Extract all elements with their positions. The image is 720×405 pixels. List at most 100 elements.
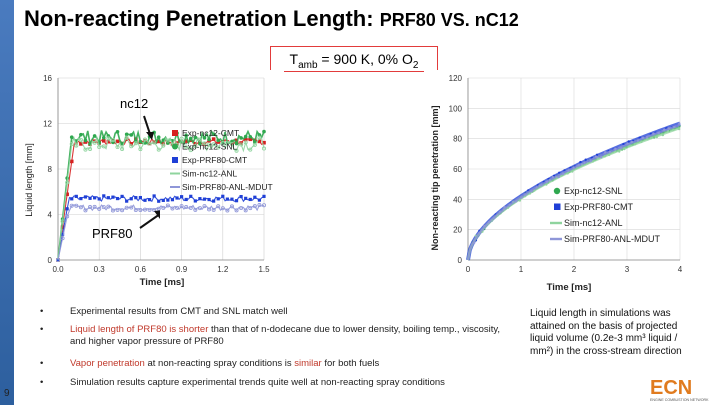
c2-point — [503, 205, 506, 209]
c1-point — [180, 195, 184, 199]
c1-point — [70, 197, 74, 201]
c1-point — [101, 205, 106, 210]
c1-legend-label: Sim-PRF80-ANL-MDUT — [182, 182, 273, 192]
c1-point — [143, 198, 147, 202]
c1-xtick-label: 1.5 — [258, 265, 270, 274]
c2-point — [649, 136, 653, 140]
c1-point — [161, 205, 166, 210]
c1-point — [124, 205, 129, 210]
c1-point — [161, 143, 166, 148]
bullet-text: Liquid length of PRF80 is shorter — [70, 324, 209, 335]
c2-xlabel: Time [ms] — [547, 282, 592, 293]
c1-point — [202, 197, 207, 201]
c1-point — [207, 197, 211, 202]
condition-subscript: amb — [298, 59, 318, 71]
c1-point — [243, 208, 248, 213]
annotation-arrows — [139, 115, 160, 229]
c2-point — [652, 132, 655, 135]
c2-ytick-label: 100 — [449, 104, 463, 113]
title-main: Non-reacting Penetration Length: — [24, 6, 380, 31]
c2-point — [540, 184, 543, 187]
c1-point — [83, 208, 88, 213]
c2-point — [672, 128, 675, 132]
c1-point — [115, 139, 120, 144]
c1-point — [257, 139, 262, 144]
bullet-dot: • — [40, 377, 44, 388]
c1-point — [261, 203, 266, 208]
condition-text: = 900 K, 0% O — [317, 51, 413, 67]
c1-point — [211, 142, 216, 147]
c1-point — [207, 207, 212, 212]
c1-point — [234, 199, 239, 203]
c1-point — [69, 141, 74, 146]
c2-point — [562, 172, 565, 176]
condition-box: Tamb = 900 K, 0% O2 — [270, 46, 438, 72]
c1-point — [207, 142, 212, 147]
c1-point — [220, 141, 225, 146]
c1-point — [193, 144, 198, 149]
c2-xtick-label: 1 — [519, 265, 524, 274]
bullet-item: • Liquid length of PRF80 is shorter than … — [40, 324, 510, 348]
c1-point — [157, 199, 161, 203]
c1-point — [189, 194, 193, 198]
c1-point — [79, 142, 83, 146]
c1-point — [101, 135, 106, 140]
c1-legend-label: Exp-nc12-SNL — [182, 142, 238, 152]
c1-point — [156, 206, 161, 211]
c1-legend-marker — [172, 130, 178, 136]
arrow-prf80-head — [154, 210, 160, 219]
c2-point — [678, 122, 681, 125]
c1-point — [74, 203, 79, 208]
c1-point — [239, 136, 243, 140]
c1-point — [211, 137, 216, 141]
c2-legend-label: Sim-nc12-ANL — [564, 218, 623, 228]
c1-point — [225, 140, 230, 145]
c1-point — [165, 138, 170, 143]
bullet-text: similar — [294, 358, 322, 369]
c2-point — [641, 136, 645, 140]
c1-xtick-label: 0.3 — [94, 265, 106, 274]
c2-xtick-label: 0 — [466, 265, 471, 274]
c1-point — [65, 214, 70, 219]
c1-point — [156, 135, 161, 140]
c1-point — [248, 137, 253, 142]
c1-ytick-label: 4 — [48, 211, 53, 220]
c1-point — [142, 137, 147, 142]
c1-point — [78, 205, 83, 210]
c1-point — [184, 133, 188, 138]
c1-point — [184, 139, 188, 143]
tip-penetration-chart: Non-reacting tip penetration [mm] Time [… — [424, 70, 704, 294]
c1-point — [78, 137, 83, 142]
c1-point — [188, 136, 193, 141]
c1-point — [198, 197, 202, 201]
c1-point — [197, 137, 202, 142]
c1-point — [138, 139, 143, 144]
c1-ytick-label: 8 — [48, 165, 53, 174]
c1-point — [253, 195, 257, 199]
c1-point — [262, 140, 266, 145]
c2-point — [557, 171, 561, 174]
c2-point — [655, 135, 659, 139]
c1-point — [129, 142, 134, 146]
c1-point — [234, 138, 239, 143]
c1-legend-label: Sim-nc12-ANL — [182, 169, 238, 179]
c1-point — [110, 138, 115, 143]
c2-point — [530, 190, 533, 193]
c1-point — [88, 205, 93, 210]
c1-point — [152, 194, 156, 198]
c1-point — [170, 198, 175, 202]
c1-point — [239, 142, 244, 147]
c2-xtick-label: 3 — [625, 265, 630, 274]
c1-point — [88, 196, 92, 200]
c1-point — [56, 257, 61, 262]
c1-point — [198, 142, 202, 146]
c1-point — [248, 197, 252, 202]
c2-xtick-label: 2 — [572, 265, 577, 274]
c1-series-line — [57, 204, 265, 261]
c2-point — [638, 136, 641, 139]
c2-point — [478, 231, 481, 235]
c2-point — [492, 216, 496, 220]
c1-point — [230, 197, 234, 201]
c1-point — [138, 195, 142, 200]
c1-point — [229, 142, 234, 147]
